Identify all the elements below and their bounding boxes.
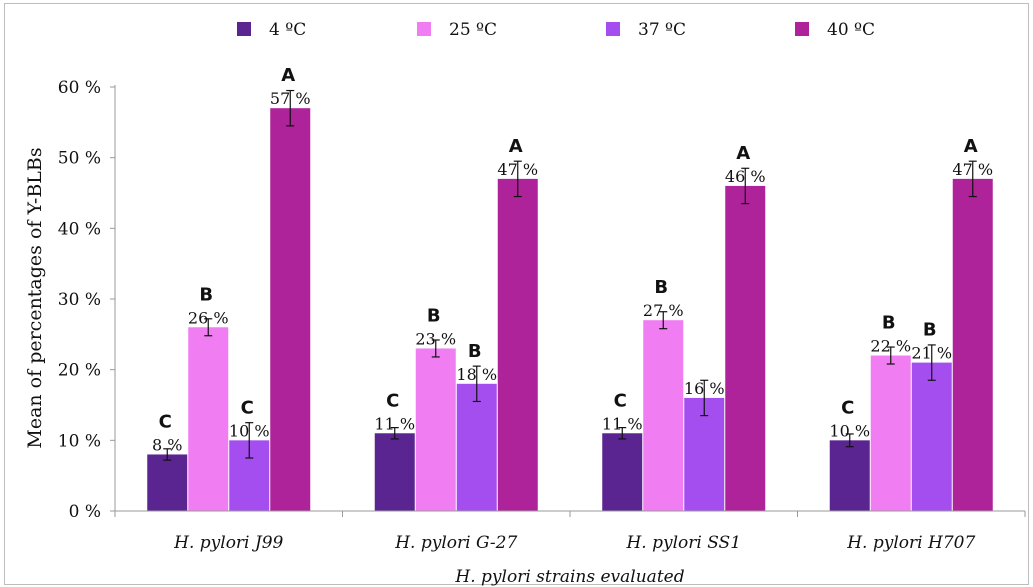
y-tick-label: 60 % — [58, 78, 101, 98]
data-label: 46 % — [725, 167, 766, 186]
significance-letter: B — [923, 320, 937, 341]
bar — [602, 433, 643, 511]
bar — [147, 454, 188, 511]
x-tick-label: H. pylori J99 — [173, 533, 283, 553]
y-tick-label: 10 % — [58, 431, 101, 451]
data-label: 57 % — [270, 89, 311, 108]
bar — [911, 362, 952, 511]
bar — [829, 440, 870, 511]
x-tick-label: H. pylori G-27 — [394, 533, 517, 553]
significance-letter: C — [241, 397, 254, 418]
data-label: 22 % — [870, 337, 911, 356]
bar — [725, 185, 766, 511]
y-tick-label: 50 % — [58, 149, 101, 169]
data-label: 26 % — [188, 308, 229, 327]
bar — [415, 348, 456, 511]
legend-swatch — [417, 22, 431, 36]
bar-chart: 4 ºC 25 ºC 37 ºC 40 ºC 0 % 10 % 20 % 30 % 40 % 5… — [24, 20, 1026, 586]
legend: 4 ºC 25 ºC 37 ºC 40 ºC — [237, 20, 875, 40]
chart-frame: 4 ºC 25 ºC 37 ºC 40 ºC 0 % 10 % 20 % 30 % 40 % 5… — [4, 3, 1029, 586]
data-label: 21 % — [911, 344, 952, 363]
bar — [684, 397, 725, 511]
y-axis: 0 % 10 % 20 % 30 % 40 % 50 % 60 % — [58, 78, 116, 522]
x-axis-label: H. pylori strains evaluated — [454, 567, 684, 586]
y-tick-label: 0 % — [69, 502, 101, 522]
y-tick-label: 30 % — [58, 290, 101, 310]
data-label: 11 % — [602, 414, 643, 433]
significance-letter: C — [841, 397, 854, 418]
bar — [188, 327, 229, 511]
legend-label: 25 ºC — [449, 20, 497, 40]
data-label: 8 % — [152, 435, 182, 454]
bar — [643, 320, 684, 511]
y-tick-label: 20 % — [58, 361, 101, 381]
bars: 8 % C 26 % B 10 % C 57 % A 11 % C 23 % B 18 % B 47 % A 1… — [147, 65, 993, 511]
data-label: 27 % — [643, 301, 684, 320]
data-label: 10 % — [829, 421, 870, 440]
legend-swatch — [237, 22, 251, 36]
data-label: 16 % — [684, 379, 725, 398]
significance-letter: B — [882, 313, 896, 334]
y-axis-label: Mean of percentages of Y-BLBs — [24, 147, 46, 448]
bar — [497, 178, 538, 511]
data-label: 18 % — [456, 365, 497, 384]
data-label: 23 % — [415, 329, 456, 348]
significance-letter: A — [736, 143, 750, 164]
data-label: 11 % — [374, 414, 415, 433]
significance-letter: B — [654, 277, 668, 298]
legend-label: 4 ºC — [269, 20, 306, 40]
data-label: 47 % — [497, 160, 538, 179]
legend-swatch — [606, 22, 620, 36]
legend-swatch — [795, 22, 809, 36]
legend-label: 37 ºC — [638, 20, 686, 40]
significance-letter: B — [468, 341, 482, 362]
significance-letter: C — [614, 390, 627, 411]
bar — [870, 355, 911, 511]
data-label: 47 % — [952, 160, 993, 179]
significance-letter: C — [386, 390, 399, 411]
significance-letter: B — [199, 284, 213, 305]
bar — [952, 178, 993, 511]
x-tick-label: H. pylori H707 — [846, 533, 975, 553]
x-axis: H. pylori J99 H. pylori G-27 H. pylori SS1… — [114, 510, 1026, 553]
x-tick-label: H. pylori SS1 — [625, 533, 741, 553]
bar — [456, 383, 497, 511]
data-label: 10 % — [229, 421, 270, 440]
bar — [374, 433, 415, 511]
significance-letter: A — [509, 136, 523, 157]
significance-letter: A — [964, 136, 978, 157]
bar — [270, 108, 311, 511]
y-tick-label: 40 % — [58, 219, 101, 239]
significance-letter: A — [281, 65, 295, 86]
significance-letter: C — [159, 411, 172, 432]
significance-letter: B — [427, 305, 441, 326]
legend-label: 40 ºC — [827, 20, 875, 40]
